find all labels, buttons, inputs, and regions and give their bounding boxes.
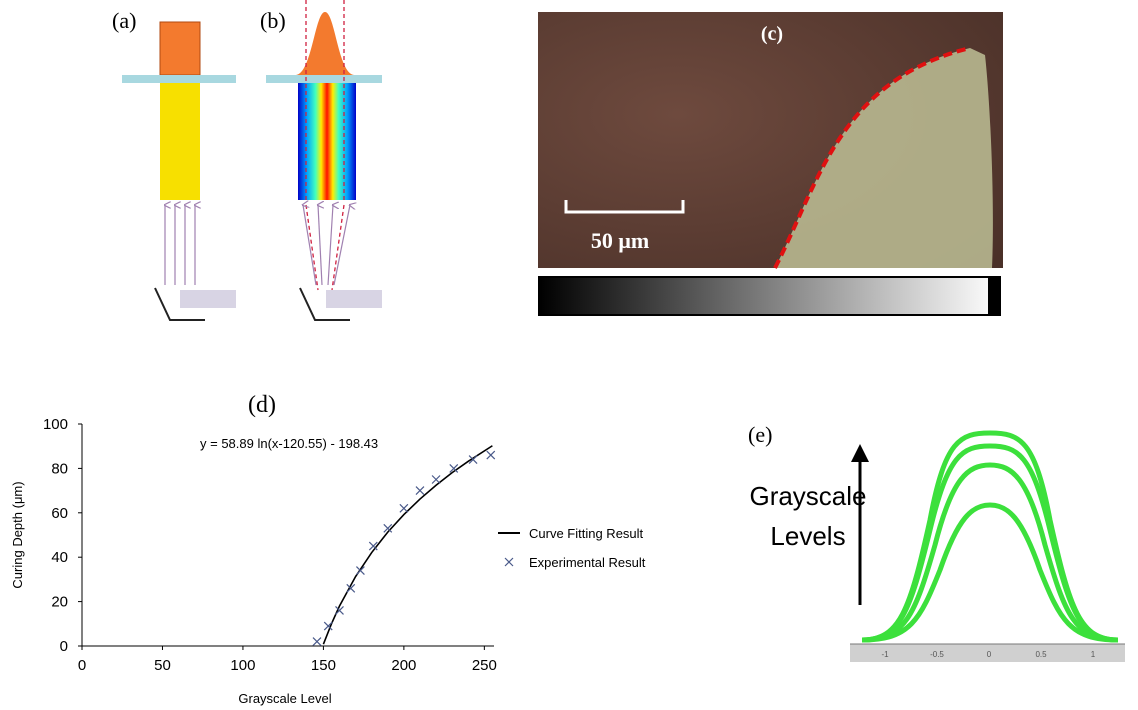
panel-label: (e): [748, 422, 772, 447]
data-point: [487, 451, 495, 459]
window: [122, 75, 236, 83]
y-tick-label: 20: [51, 594, 68, 611]
panel-e: (e) Grayscale Levels -1 -0.5 0 0.5 1: [748, 422, 1125, 662]
y-tick-label: 60: [51, 505, 68, 522]
data-point: [313, 638, 321, 646]
x-axis-label: Grayscale Level: [238, 691, 331, 706]
y-tick-label: 40: [51, 549, 68, 566]
panel-label: (a): [112, 8, 136, 33]
bar-end: [988, 277, 1000, 315]
panel-a: (a): [112, 8, 236, 320]
y-tick-label: 80: [51, 460, 68, 477]
legend-label: Curve Fitting Result: [529, 526, 644, 541]
x-tick-label: 0: [78, 657, 86, 674]
window: [266, 75, 382, 83]
x-tick-label: 200: [391, 657, 416, 674]
x-tick-label: 250: [472, 657, 497, 674]
legend-swatch: [505, 558, 513, 566]
dmd: [180, 290, 236, 308]
gaussian: [296, 12, 354, 75]
data-point: [416, 487, 424, 495]
chart-title: (d): [248, 392, 276, 418]
panel-label: (c): [761, 23, 783, 45]
panel-label: (b): [260, 8, 286, 33]
profiles: [862, 433, 1118, 640]
figure: (a) (b) (c) 50 μm: [0, 0, 1138, 710]
panel-c: (c) 50 μm: [538, 12, 1003, 315]
legend-label: Experimental Result: [529, 555, 646, 570]
scale-label: 50 μm: [591, 228, 649, 253]
y-tick-label: 100: [43, 416, 68, 433]
dmd: [326, 290, 382, 308]
axis-tick-label: -0.5: [930, 650, 944, 659]
data-point: [432, 476, 440, 484]
beam: [160, 83, 200, 200]
fit-line: [323, 446, 492, 644]
block: [160, 22, 200, 75]
axis-tick-label: 0: [987, 650, 992, 659]
x-tick-label: 150: [311, 657, 336, 674]
axis-tick-label: 1: [1091, 650, 1096, 659]
data-point: [356, 567, 364, 575]
grayscale-bar: [539, 277, 1000, 315]
arrow-head: [851, 444, 869, 462]
rays: [303, 205, 350, 285]
axis-tick-label: -1: [881, 650, 889, 659]
annotation: Levels: [770, 521, 845, 551]
beam: [298, 83, 356, 200]
panel-b: (b): [260, 0, 382, 320]
rays: [165, 205, 195, 285]
axis-tick-label: 0.5: [1035, 650, 1047, 659]
data-point: [400, 504, 408, 512]
x-tick-label: 100: [230, 657, 255, 674]
annotation: Grayscale: [749, 481, 866, 511]
y-axis-label: Curing Depth (μm): [10, 481, 25, 588]
chart: (d) y = 58.89 ln(x-120.55) - 198.43 Gray…: [10, 392, 646, 706]
x-tick-label: 50: [154, 657, 171, 674]
annotation: y = 58.89 ln(x-120.55) - 198.43: [200, 436, 378, 451]
y-tick-label: 0: [60, 638, 68, 655]
